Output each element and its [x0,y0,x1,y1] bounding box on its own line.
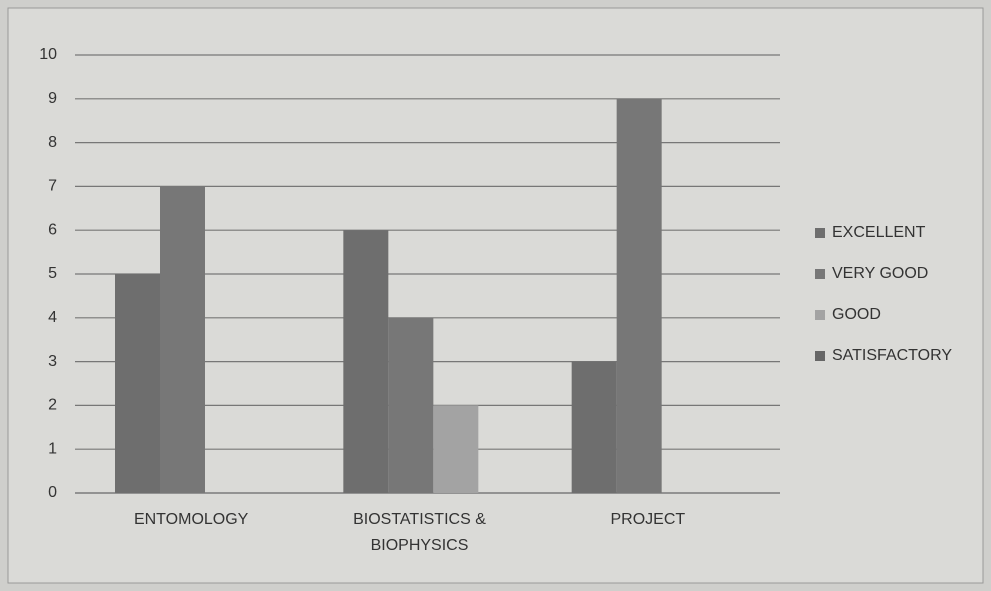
y-tick-label: 10 [39,46,57,63]
x-tick-label: ENTOMOLOGY [133,511,249,528]
bar [343,230,389,493]
y-tick-label: 5 [48,265,57,282]
legend-swatch [815,269,825,279]
bar [388,317,434,493]
y-tick-label: 7 [48,178,57,195]
legend-label: SATISFACTORY [832,347,952,364]
y-tick-label: 0 [48,484,57,501]
bar [115,274,160,493]
x-tick-label: PROJECT [610,511,686,528]
legend-label: GOOD [832,306,881,323]
legend-label: VERY GOOD [832,265,928,282]
bar [433,405,479,493]
y-tick-label: 1 [48,440,57,457]
bar [571,361,617,493]
y-tick-label: 6 [48,221,57,238]
y-tick-label: 3 [48,353,57,370]
y-tick-label: 8 [48,134,57,151]
legend-swatch [815,351,825,361]
y-tick-label: 2 [48,397,57,414]
legend-swatch [815,310,825,320]
bar [160,186,205,493]
legend-swatch [815,228,825,238]
y-tick-label: 9 [48,90,57,107]
legend-label: EXCELLENT [832,224,926,241]
y-tick-label: 4 [48,309,57,326]
bar [616,98,662,494]
x-tick-label: BIOSTATISTICS & BIOPHYSICS [353,511,486,554]
